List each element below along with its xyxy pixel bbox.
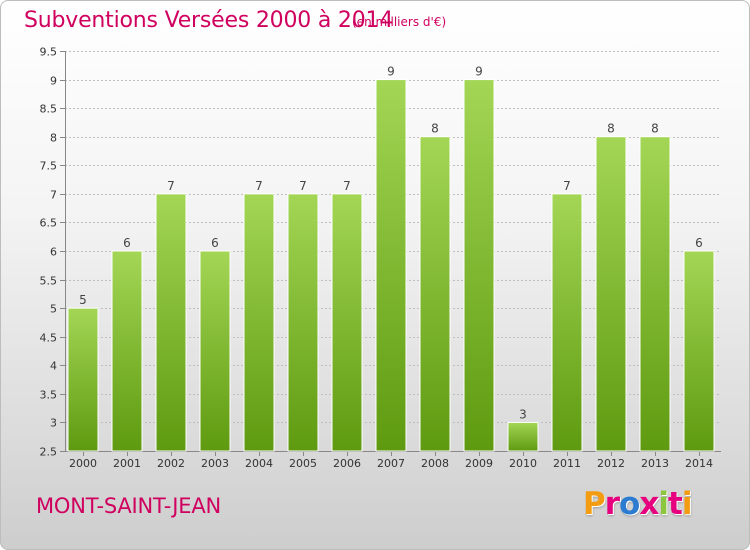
chart-title: Subventions Versées 2000 à 2014 xyxy=(24,8,394,33)
chart-subtitle: (en milliers d'€) xyxy=(352,15,447,29)
data-label-2010: 3 xyxy=(519,407,527,421)
x-tick-label: 2000 xyxy=(69,457,97,470)
data-label-2004: 7 xyxy=(255,179,263,193)
y-tick-label: 3 xyxy=(50,417,57,430)
bar-2008 xyxy=(419,136,451,452)
bar-2002 xyxy=(155,193,187,452)
x-tick-label: 2003 xyxy=(201,457,229,470)
y-tick-label: 7 xyxy=(50,189,57,202)
data-label-2000: 5 xyxy=(79,293,87,307)
data-label-2006: 7 xyxy=(343,179,351,193)
data-label-2009: 9 xyxy=(475,65,483,79)
brand-letter: o xyxy=(619,486,640,522)
brand-logo: Proxiti xyxy=(583,486,693,522)
data-label-2007: 9 xyxy=(387,65,395,79)
x-tick-label: 2001 xyxy=(113,457,141,470)
data-label-2012: 8 xyxy=(607,122,615,136)
y-tick-label: 7.5 xyxy=(40,160,58,173)
y-tick-label: 6.5 xyxy=(40,217,58,230)
x-tick-label: 2013 xyxy=(641,457,669,470)
data-label-2013: 8 xyxy=(651,122,659,136)
data-label-2001: 6 xyxy=(123,236,131,250)
y-tick-label: 5.5 xyxy=(40,275,58,288)
bar-2013 xyxy=(639,136,671,452)
bars xyxy=(67,79,715,452)
y-tick-label: 8 xyxy=(50,132,57,145)
x-tick-label: 2010 xyxy=(509,457,537,470)
y-tick-label: 3.5 xyxy=(40,389,58,402)
tick-labels: 2.5 3 3.5 4 4.5 5 5.5 6 6.5 7 7.5 8 8.5 9 9.5 2000 2001 2… xyxy=(40,46,714,471)
y-tick-label: 4.5 xyxy=(40,332,58,345)
bar-2006 xyxy=(331,193,363,452)
y-tick-label: 2.5 xyxy=(40,446,58,459)
bar-2005 xyxy=(287,193,319,452)
location-label: MONT-SAINT-JEAN xyxy=(36,494,222,518)
data-label-2003: 6 xyxy=(211,236,219,250)
y-tick-label: 6 xyxy=(50,246,57,259)
y-tick-label: 4 xyxy=(50,360,57,373)
x-tick-label: 2012 xyxy=(597,457,625,470)
bar-2007 xyxy=(375,79,407,452)
data-label-2011: 7 xyxy=(563,179,571,193)
y-tick-label: 5 xyxy=(50,303,57,316)
data-label-2005: 7 xyxy=(299,179,307,193)
x-tick-label: 2006 xyxy=(333,457,361,470)
x-tick-label: 2005 xyxy=(289,457,317,470)
brand-letter: t xyxy=(667,486,683,522)
x-tick-label: 2011 xyxy=(553,457,581,470)
brand-letter: P xyxy=(583,486,606,522)
y-tick-label: 9.5 xyxy=(40,46,58,59)
bar-2004 xyxy=(243,193,275,452)
bar-2014 xyxy=(683,250,715,452)
x-tick-label: 2008 xyxy=(421,457,449,470)
brand-letter: r xyxy=(604,486,620,522)
brand-letter: i xyxy=(681,486,693,522)
bar-2001 xyxy=(111,250,143,452)
x-tick-label: 2007 xyxy=(377,457,405,470)
data-label-2008: 8 xyxy=(431,122,439,136)
bar-2000 xyxy=(67,307,99,452)
x-tick-label: 2014 xyxy=(685,457,713,470)
x-tick-label: 2004 xyxy=(245,457,273,470)
bar-2011 xyxy=(551,193,583,452)
data-label-2002: 7 xyxy=(167,179,175,193)
data-labels: 5 6 7 6 7 7 7 9 8 9 3 7 8 8 6 xyxy=(79,65,703,422)
x-tick-label: 2009 xyxy=(465,457,493,470)
bar-2009 xyxy=(463,79,495,452)
bar-2003 xyxy=(199,250,231,452)
brand-letter: x xyxy=(639,486,659,522)
bar-2012 xyxy=(595,136,627,452)
y-tick-label: 9 xyxy=(50,75,57,88)
brand-letter: i xyxy=(658,486,669,522)
x-tick-label: 2002 xyxy=(157,457,185,470)
data-label-2014: 6 xyxy=(695,236,703,250)
y-tick-label: 8.5 xyxy=(40,103,58,116)
bar-2010 xyxy=(507,421,539,452)
